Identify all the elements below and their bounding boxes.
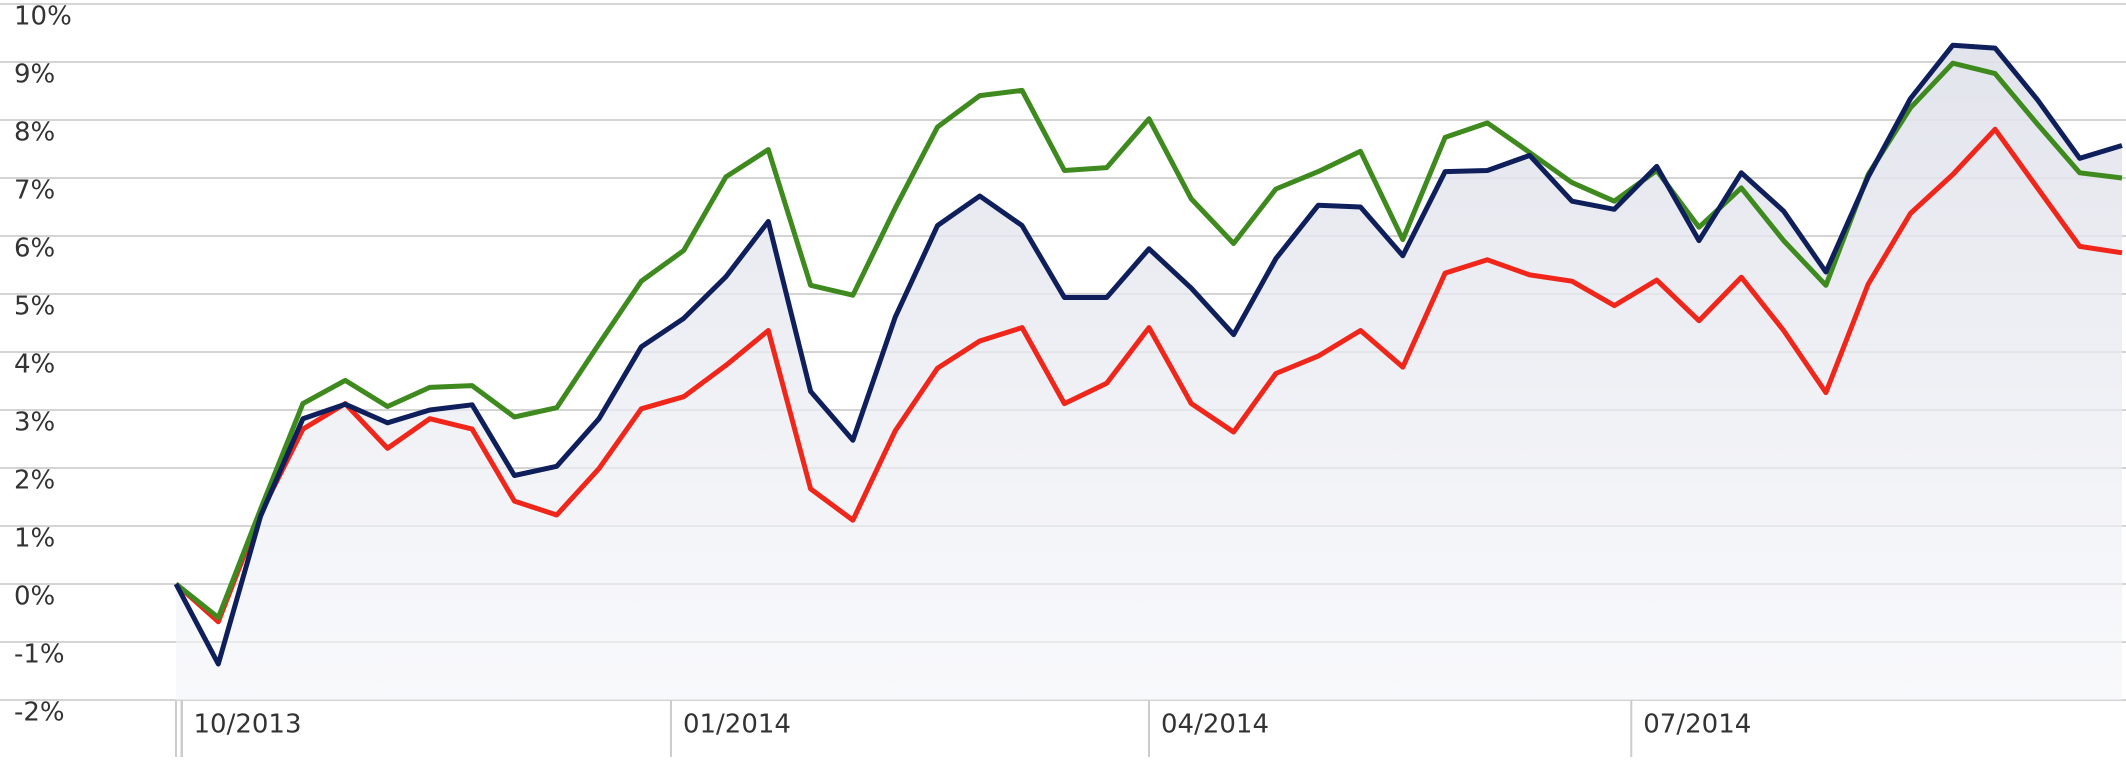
y-tick-label: 10% <box>14 2 72 32</box>
series-line <box>174 126 2123 625</box>
y-tick-label: 3% <box>14 408 55 438</box>
y-tick-label: 8% <box>14 118 55 148</box>
x-tick-label: 04/2014 <box>1161 710 1269 740</box>
y-tick-label: 0% <box>14 582 55 612</box>
y-tick-label: -2% <box>14 698 65 728</box>
x-tick-label: 10/2013 <box>193 710 301 740</box>
series-line <box>173 42 2123 667</box>
y-tick-label: 9% <box>14 60 55 90</box>
y-tick-label: 4% <box>14 350 55 380</box>
area <box>176 45 2122 700</box>
y-tick-label: 6% <box>14 234 55 264</box>
y-tick-label: 5% <box>14 292 55 322</box>
y-tick-label: 7% <box>14 176 55 206</box>
series-line <box>174 60 2123 621</box>
y-tick-label: -1% <box>14 640 65 670</box>
y-tick-label: 2% <box>14 466 55 496</box>
x-tick-label: 01/2014 <box>683 710 791 740</box>
x-tick-label: 07/2014 <box>1643 710 1751 740</box>
y-tick-label: 1% <box>14 524 55 554</box>
